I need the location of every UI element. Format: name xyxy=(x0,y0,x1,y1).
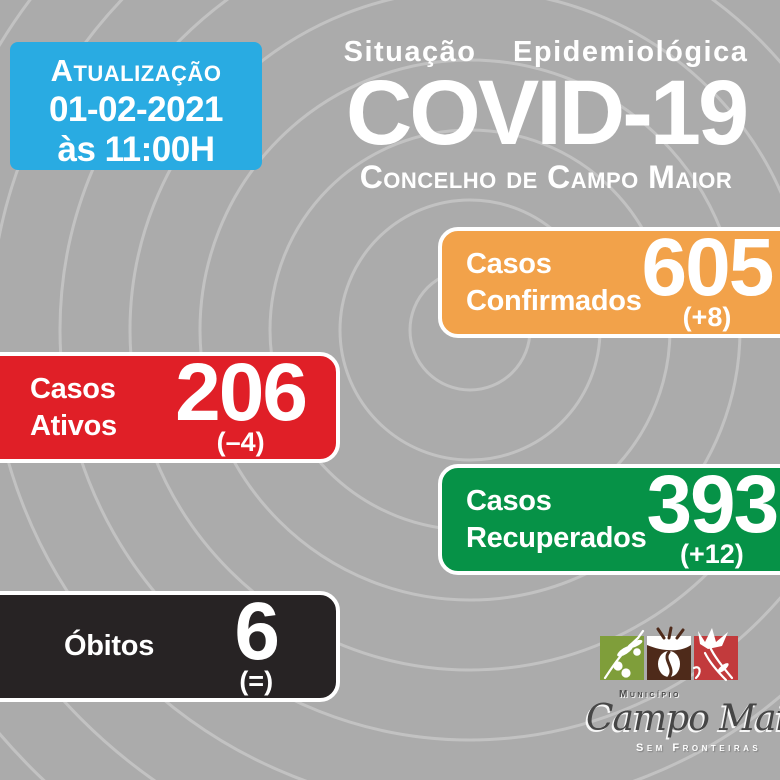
stat-card-confirmed-cases: Casos Confirmados 605 (+8) xyxy=(438,227,780,338)
stat-delta: (–4) xyxy=(216,427,265,457)
stat-delta: (+8) xyxy=(682,302,732,332)
stat-label-line1: Casos xyxy=(466,247,552,280)
stat-label: Casos Ativos xyxy=(30,371,117,445)
header-subtitle: Situação Epidemiológica xyxy=(343,36,749,68)
stat-label-line1: Óbitos xyxy=(64,630,155,662)
update-box: Atualização 01-02-2021 às 11:00H xyxy=(10,42,262,170)
update-time: às 11:00H xyxy=(57,130,215,169)
logo-municipio-label: Município xyxy=(619,689,681,700)
stat-card-deaths: Óbitos 6 (=) xyxy=(0,591,340,702)
stat-label-line1: Casos xyxy=(466,484,552,517)
stat-delta: (+12) xyxy=(679,539,744,569)
stat-label-line2: Confirmados xyxy=(466,284,642,317)
update-label: Atualização xyxy=(50,53,222,88)
stat-number: 206 xyxy=(175,347,308,438)
stat-number: 605 xyxy=(641,222,775,313)
stat-label: Casos Confirmados xyxy=(466,246,642,320)
stat-value: 206 (–4) xyxy=(175,347,308,457)
header: Situação Epidemiológica COVID-19 Concelh… xyxy=(318,36,774,194)
stat-value: 393 (+12) xyxy=(646,459,779,569)
stat-label-line2: Ativos xyxy=(30,409,117,442)
stat-label: Casos Recuperados xyxy=(466,483,647,557)
stat-label-line2: Recuperados xyxy=(466,521,647,554)
stat-value: 605 (+8) xyxy=(641,222,775,332)
stat-delta: (=) xyxy=(239,666,274,696)
stat-card-active-cases: Casos Ativos 206 (–4) xyxy=(0,352,340,463)
stat-label: Óbitos xyxy=(64,628,154,665)
stat-label-line1: Casos xyxy=(30,372,116,405)
logo-name: Campo Maior xyxy=(586,698,780,739)
stat-number: 6 xyxy=(234,586,280,677)
stat-value: 6 (=) xyxy=(234,586,280,696)
update-date: 01-02-2021 xyxy=(48,90,224,129)
header-location: Concelho de Campo Maior xyxy=(359,159,733,195)
stat-number: 393 xyxy=(646,459,779,550)
header-title: COVID-19 xyxy=(345,62,749,164)
logo-squares-icon xyxy=(600,626,738,682)
municipality-logo: Município Campo Maior Sem Fronteiras xyxy=(586,626,780,778)
stat-card-recovered-cases: Casos Recuperados 393 (+12) xyxy=(438,464,780,575)
logo-tagline: Sem Fronteiras xyxy=(636,742,762,754)
